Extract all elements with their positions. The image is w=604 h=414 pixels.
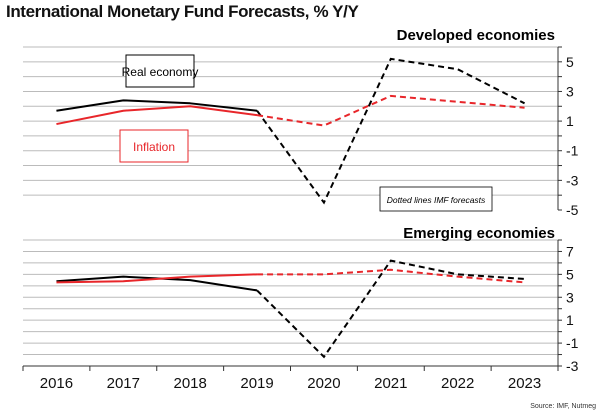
x-tick-label: 2017 [107, 375, 140, 392]
x-tick-label: 2021 [374, 375, 407, 392]
series-line-inflation-forecast [256, 94, 525, 127]
forecast-note-text: Dotted lines IMF forecasts [387, 195, 486, 205]
source-note: Source: IMF, Nutmeg [530, 403, 596, 410]
y-tick-label: 3 [566, 289, 574, 305]
y-tick-label: -1 [566, 143, 579, 159]
y-tick-label: -3 [566, 358, 579, 374]
x-tick-label: 2018 [174, 375, 207, 392]
x-tick-label: 2022 [441, 375, 474, 392]
y-tick-label: 7 [566, 243, 574, 259]
y-tick-label: 3 [566, 83, 574, 99]
x-axis: 2016 2017 2018 2019 2020 2021 2022 2023 [22, 365, 559, 392]
series-line-real-forecast [256, 57, 526, 205]
y-tick-label: 5 [566, 266, 574, 282]
series-line-inflation-forecast [257, 268, 525, 284]
series-line-inflation-actual [56, 105, 258, 126]
series-line-real-forecast [256, 259, 525, 359]
x-tick-label: 2019 [240, 375, 273, 392]
emerging-economies-panel: -3 -1 1 3 5 7 Emerging economies [23, 225, 579, 374]
series-line-inflation-actual [56, 273, 258, 284]
y-tick-label: -3 [566, 172, 579, 188]
forecast-note-box: Dotted lines IMF forecasts [379, 186, 493, 212]
x-tick-label: 2023 [508, 375, 541, 392]
y-tick-label: 1 [566, 113, 574, 129]
legend-real-economy: Real economy [122, 54, 199, 88]
y-tick-label: 1 [566, 312, 574, 328]
legend-label-inflation: Inflation [133, 140, 175, 154]
y-tick-label: -5 [566, 202, 579, 218]
developed-economies-panel: -5 -3 -1 1 3 5 Developed economies Real econo… [23, 27, 579, 218]
panel-title-emerging: Emerging economies [403, 225, 555, 242]
legend-inflation: Inflation [119, 129, 189, 163]
series-line-real-actual [56, 99, 258, 112]
x-tick-label: 2020 [307, 375, 340, 392]
x-tick-label: 2016 [40, 375, 73, 392]
chart-title: International Monetary Fund Forecasts, %… [6, 2, 359, 21]
y-tick-label: -1 [566, 335, 579, 351]
panel-title-developed: Developed economies [397, 27, 555, 44]
y-tick-label: 5 [566, 54, 574, 70]
legend-label-real: Real economy [122, 65, 199, 79]
